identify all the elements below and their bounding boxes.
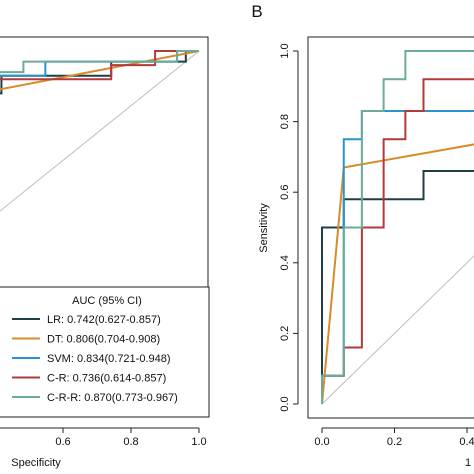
- panel-a-roc-curve-lr: [0, 50, 199, 95]
- panel-a-curves: [0, 50, 200, 95]
- panel-b-reference-diagonal: [321, 255, 474, 405]
- panel-b-y-axis-title: Sensitivity: [258, 203, 270, 253]
- panel-b-x-axis-title: 1: [465, 457, 471, 469]
- panel-b-roc-curve-svm: [321, 110, 474, 404]
- panel-b-roc-curve-dt: [321, 143, 474, 405]
- panel-b-y-tick-label: 0.2: [279, 326, 291, 341]
- panel-b-y-axis: 0.0 0.2 0.4 0.6 0.8 1.0: [279, 43, 299, 412]
- panel-b-plot-frame: [307, 36, 474, 419]
- roc-panel-b: B 0.0 0.2 0.4 0.6 0.8 1.0 0.0 0.2 0.4 Sensitivi…: [251, 2, 474, 469]
- legend-label-c-r: C-R: 0.736(0.614-0.857): [47, 373, 166, 385]
- panel-a-roc-curve-c-r: [0, 50, 199, 81]
- panel-b-x-tick-label: 0.0: [314, 436, 329, 448]
- panel-b-roc-curve-c-r: [321, 78, 474, 404]
- panel-b-x-tick-label: 0.4: [459, 436, 474, 448]
- panel-a-roc-curve-dt: [0, 50, 200, 91]
- panel-a-x-tick-label: 1.0: [191, 436, 206, 448]
- panel-b-roc-curve-c-r-r: [321, 50, 474, 404]
- legend-box: [0, 286, 210, 418]
- legend-label-svm: SVM: 0.834(0.721-0.948): [47, 353, 171, 365]
- panel-b-curves: [321, 50, 474, 405]
- panel-a-x-tick-label: 0.8: [123, 436, 138, 448]
- panel-a-x-tick-label: 0.6: [55, 436, 70, 448]
- legend-label-c-r-r: C-R-R: 0.870(0.773-0.967): [47, 392, 178, 404]
- panel-b-y-tick-label: 0.4: [279, 255, 291, 270]
- panel-b-x-tick-label: 0.2: [387, 436, 402, 448]
- panel-b-y-tick-label: 0.6: [279, 185, 291, 200]
- legend-label-dt: DT: 0.806(0.704-0.908): [47, 334, 160, 346]
- panel-b-y-tick-label: 1.0: [279, 43, 291, 58]
- panel-b-y-tick-label: 0.0: [279, 396, 291, 411]
- legend-label-lr: LR: 0.742(0.627-0.857): [47, 314, 161, 326]
- panel-a-x-axis: 0.6 0.8 1.0: [0, 427, 207, 448]
- panel-a-x-axis-title: Specificity: [11, 457, 61, 469]
- panel-b-y-tick-label: 0.8: [279, 114, 291, 129]
- panel-a-legend: AUC (95% CI) LR: 0.742(0.627-0.857) DT: 0…: [0, 286, 210, 418]
- panel-b-label: B: [251, 2, 262, 21]
- panel-a-roc-curve-svm: [0, 50, 199, 77]
- panel-a-chance-line: [0, 50, 200, 212]
- panel-b-roc-curve-lr: [321, 170, 474, 404]
- panel-b-x-axis: 0.0 0.2 0.4: [314, 427, 474, 448]
- panel-b-axes: [307, 36, 474, 419]
- legend-title: AUC (95% CI): [72, 295, 142, 307]
- panel-b-chance-line: [321, 255, 474, 405]
- roc-panel-a: AUC (95% CI) LR: 0.742(0.627-0.857) DT: 0…: [0, 36, 210, 469]
- panel-a-reference-diagonal: [0, 50, 200, 212]
- panel-a-roc-curve-c-r-r: [0, 50, 199, 74]
